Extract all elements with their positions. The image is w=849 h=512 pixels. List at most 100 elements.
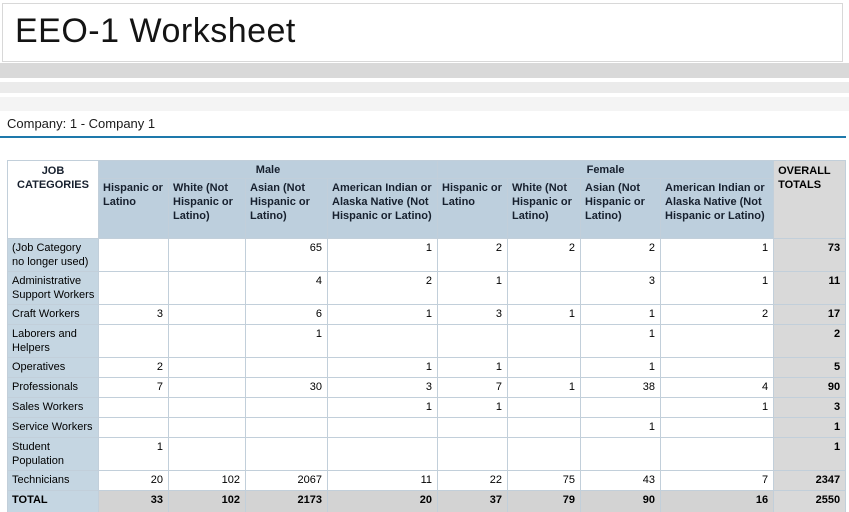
data-cell — [507, 357, 582, 378]
data-cell: 2067 — [245, 470, 328, 491]
data-cell — [168, 437, 246, 471]
row-label: Administrative Support Workers — [7, 271, 99, 305]
overall-total-cell: 2 — [773, 324, 847, 358]
data-cell: 7 — [660, 470, 775, 491]
female-american-indian-header: American Indian or Alaska Native (Not Hi… — [660, 178, 775, 239]
table-row: Administrative Support Workers 4 2 1 3 1 11 — [7, 271, 847, 305]
data-cell: 43 — [580, 470, 662, 491]
data-cell — [660, 437, 775, 471]
female-white-header: White (Not Hispanic or Latino) — [507, 178, 582, 239]
row-label: Laborers and Helpers — [7, 324, 99, 358]
data-cell: 1 — [437, 357, 509, 378]
eeo1-table: JOB CATEGORIES Male Female OVERALL TOTAL… — [7, 160, 847, 512]
data-cell: 37 — [437, 490, 509, 512]
data-cell — [168, 304, 246, 325]
data-cell: 2 — [326, 271, 439, 305]
female-hispanic-header: Hispanic or Latino — [437, 178, 509, 239]
overall-total-cell: 2347 — [773, 470, 847, 491]
data-cell — [168, 417, 246, 438]
total-row-label: TOTAL — [7, 490, 99, 512]
toolbar-band-2 — [0, 82, 849, 93]
data-cell — [660, 417, 775, 438]
data-cell — [168, 397, 246, 418]
table-row: Professionals 7 30 3 7 1 38 4 90 — [7, 377, 847, 398]
data-cell — [437, 324, 509, 358]
row-label: Sales Workers — [7, 397, 99, 418]
data-cell — [245, 437, 328, 471]
data-cell: 3 — [437, 304, 509, 325]
data-cell: 90 — [580, 490, 662, 512]
data-cell: 1 — [660, 397, 775, 418]
data-cell — [245, 397, 328, 418]
data-cell: 7 — [437, 377, 509, 398]
data-cell: 102 — [168, 470, 246, 491]
data-cell: 2 — [660, 304, 775, 325]
data-cell — [245, 357, 328, 378]
overall-total-cell: 11 — [773, 271, 847, 305]
data-cell: 3 — [326, 377, 439, 398]
data-cell: 16 — [660, 490, 775, 512]
overall-total-cell: 2550 — [773, 490, 847, 512]
overall-total-cell: 1 — [773, 417, 847, 438]
data-cell — [326, 417, 439, 438]
row-label: Operatives — [7, 357, 99, 378]
company-underline — [0, 136, 846, 138]
data-cell — [326, 324, 439, 358]
overall-total-cell: 3 — [773, 397, 847, 418]
row-label: Student Population — [7, 437, 99, 471]
data-cell: 75 — [507, 470, 582, 491]
data-cell: 20 — [326, 490, 439, 512]
table-row: Laborers and Helpers 1 1 2 — [7, 324, 847, 358]
data-cell: 3 — [98, 304, 169, 325]
data-cell: 4 — [660, 377, 775, 398]
total-row: TOTAL 33 102 2173 20 37 79 90 16 2550 — [7, 490, 847, 512]
data-cell: 30 — [245, 377, 328, 398]
company-label: Company: 1 - Company 1 — [0, 111, 849, 136]
data-cell — [326, 437, 439, 471]
overall-total-cell: 90 — [773, 377, 847, 398]
overall-total-cell: 73 — [773, 238, 847, 272]
row-label: (Job Category no longer used) — [7, 238, 99, 272]
data-cell — [660, 357, 775, 378]
data-cell: 3 — [580, 271, 662, 305]
data-cell: 1 — [580, 304, 662, 325]
data-cell: 2 — [507, 238, 582, 272]
row-label: Service Workers — [7, 417, 99, 438]
row-label: Craft Workers — [7, 304, 99, 325]
data-cell: 65 — [245, 238, 328, 272]
data-cell — [168, 357, 246, 378]
data-cell — [168, 324, 246, 358]
table-row: Service Workers 1 1 — [7, 417, 847, 438]
data-cell: 2173 — [245, 490, 328, 512]
data-cell: 1 — [580, 324, 662, 358]
table-row: Operatives 2 1 1 1 5 — [7, 357, 847, 378]
data-cell: 38 — [580, 377, 662, 398]
data-cell: 1 — [326, 357, 439, 378]
data-cell: 79 — [507, 490, 582, 512]
data-cell: 1 — [507, 304, 582, 325]
data-cell — [507, 397, 582, 418]
overall-total-cell: 5 — [773, 357, 847, 378]
eeo1-table-wrap: JOB CATEGORIES Male Female OVERALL TOTAL… — [7, 160, 847, 512]
data-cell: 1 — [437, 271, 509, 305]
data-cell: 4 — [245, 271, 328, 305]
data-cell: 1 — [326, 238, 439, 272]
data-cell — [507, 271, 582, 305]
row-label: Technicians — [7, 470, 99, 491]
data-cell: 2 — [580, 238, 662, 272]
table-row: (Job Category no longer used) 65 1 2 2 2 1 73 — [7, 238, 847, 272]
data-cell: 1 — [660, 238, 775, 272]
table-row: Craft Workers 3 6 1 3 1 1 2 17 — [7, 304, 847, 325]
data-cell: 1 — [580, 417, 662, 438]
data-cell: 11 — [326, 470, 439, 491]
data-cell: 6 — [245, 304, 328, 325]
data-cell: 1 — [580, 357, 662, 378]
data-cell — [507, 324, 582, 358]
female-asian-header: Asian (Not Hispanic or Latino) — [580, 178, 662, 239]
data-cell: 1 — [245, 324, 328, 358]
data-cell: 102 — [168, 490, 246, 512]
table-body: (Job Category no longer used) 65 1 2 2 2 1 73 Ad… — [7, 238, 847, 512]
data-cell: 7 — [98, 377, 169, 398]
data-cell — [168, 238, 246, 272]
